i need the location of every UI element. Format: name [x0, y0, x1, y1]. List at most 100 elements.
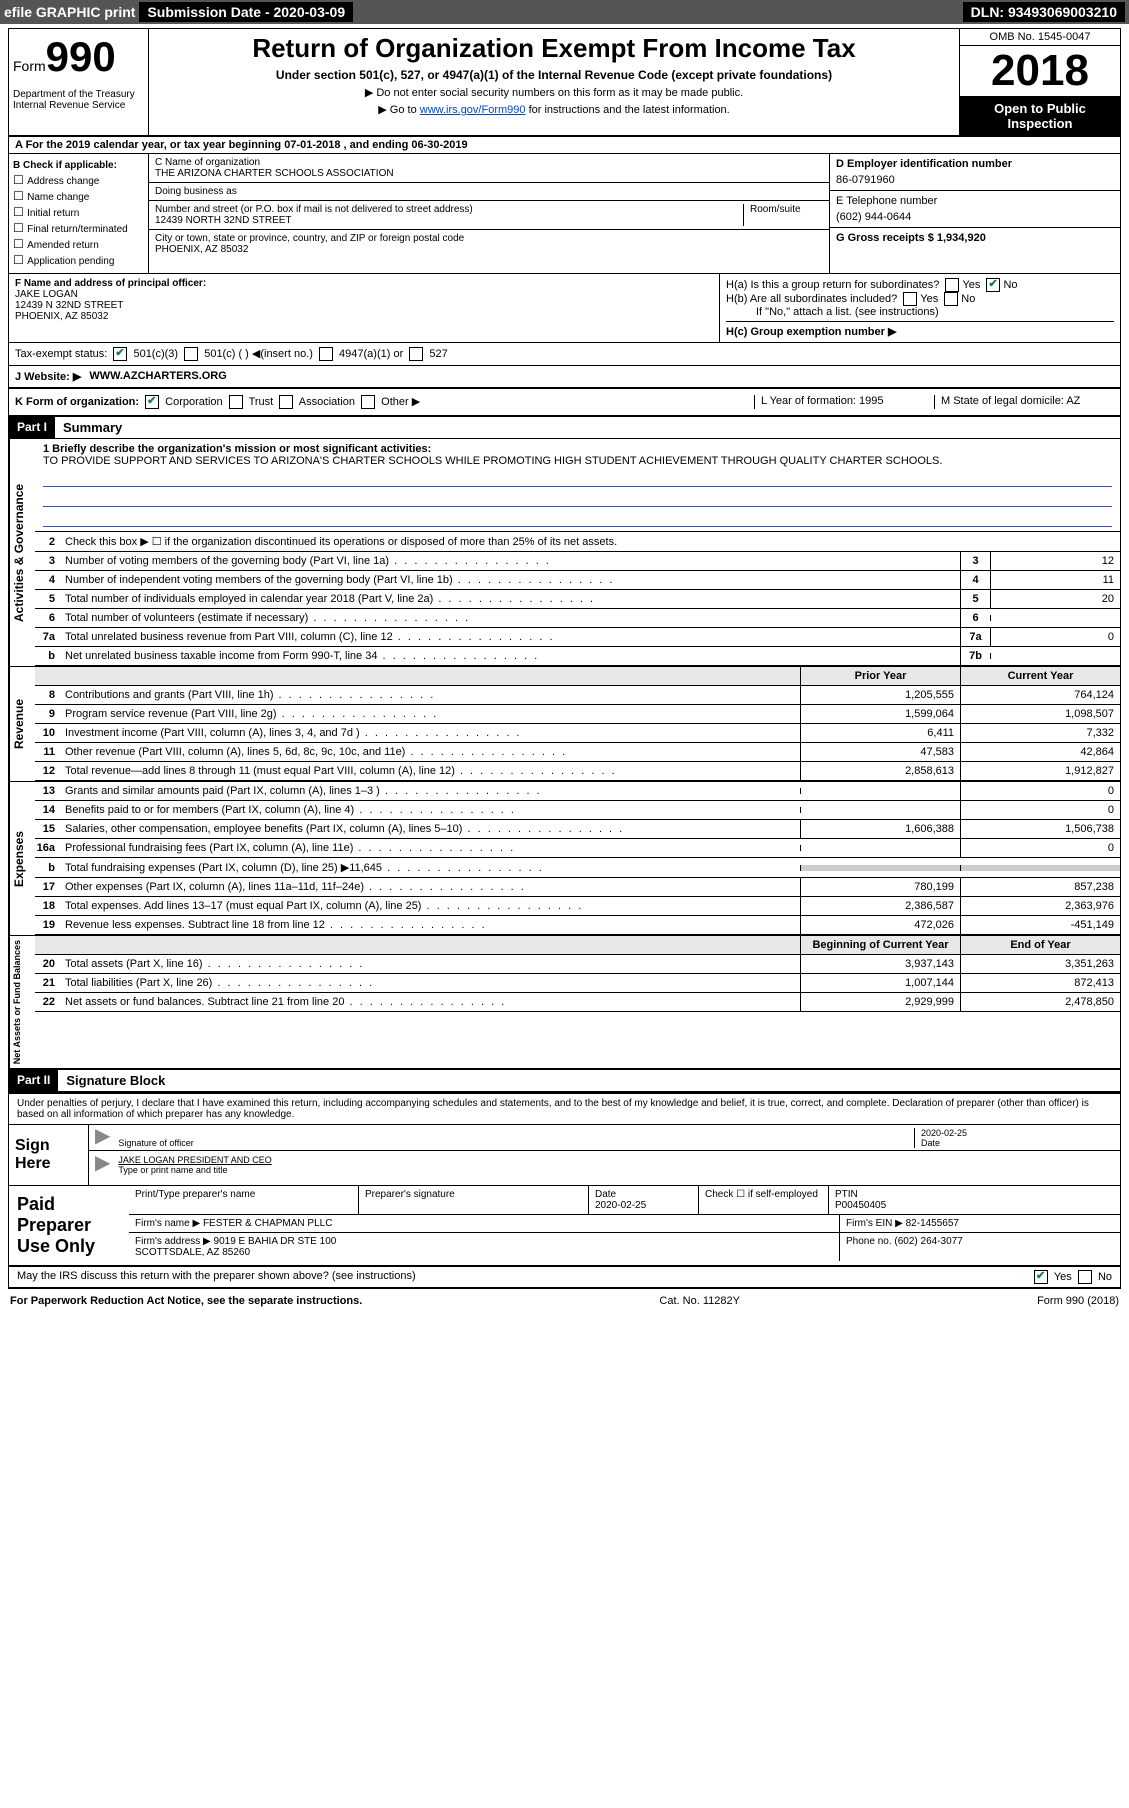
discuss-q: May the IRS discuss this return with the…	[17, 1270, 1031, 1284]
chk-amended: Amended return	[13, 237, 144, 251]
col-curr: Current Year	[960, 667, 1120, 685]
dept-treasury: Department of the Treasury Internal Reve…	[13, 89, 144, 111]
form-footer: Form 990 (2018)	[1037, 1295, 1119, 1307]
paperwork-notice: For Paperwork Reduction Act Notice, see …	[10, 1295, 362, 1307]
prep-date: 2020-02-25	[595, 1200, 646, 1211]
chk-pending: Application pending	[13, 253, 144, 267]
prep-sig-label: Preparer's signature	[359, 1186, 589, 1214]
rev-row: 11Other revenue (Part VIII, column (A), …	[35, 743, 1120, 762]
street-label: Number and street (or P.O. box if mail i…	[155, 204, 743, 215]
irs-link[interactable]: www.irs.gov/Form990	[420, 104, 526, 116]
sig-date-label: Date	[921, 1138, 940, 1148]
submission-date: Submission Date - 2020-03-09	[139, 2, 353, 22]
col-begin: Beginning of Current Year	[800, 936, 960, 954]
exp-row: 19Revenue less expenses. Subtract line 1…	[35, 916, 1120, 935]
part1-title: Summary	[55, 417, 130, 438]
form-of-org: K Form of organization: Corporation Trus…	[15, 395, 754, 409]
firm-ein: 82-1455657	[906, 1218, 959, 1229]
officer-addr2: PHOENIX, AZ 85032	[15, 311, 713, 322]
firm-name: FESTER & CHAPMAN PLLC	[203, 1218, 332, 1229]
exp-row: 16aProfessional fundraising fees (Part I…	[35, 839, 1120, 858]
year-formation: L Year of formation: 1995	[754, 395, 934, 409]
gov-row: 3Number of voting members of the governi…	[35, 552, 1120, 571]
col-end: End of Year	[960, 936, 1120, 954]
ein: 86-0791960	[836, 174, 1114, 186]
ein-label: D Employer identification number	[836, 158, 1114, 170]
part2-title: Signature Block	[58, 1070, 173, 1091]
sig-name: JAKE LOGAN PRESIDENT AND CEO	[118, 1155, 1114, 1165]
gov-row: 5Total number of individuals employed in…	[35, 590, 1120, 609]
col-prior: Prior Year	[800, 667, 960, 685]
gov-row: bNet unrelated business taxable income f…	[35, 647, 1120, 666]
exp-row: 17Other expenses (Part IX, column (A), l…	[35, 878, 1120, 897]
net-row: 21Total liabilities (Part X, line 26)1,0…	[35, 974, 1120, 993]
ptin: P00450405	[835, 1200, 886, 1211]
h-a: H(a) Is this a group return for subordin…	[726, 278, 1114, 292]
chk-initial: Initial return	[13, 205, 144, 219]
officer-name: JAKE LOGAN	[15, 289, 713, 300]
note-link: Go to www.irs.gov/Form990 for instructio…	[157, 103, 951, 116]
rev-row: 8Contributions and grants (Part VIII, li…	[35, 686, 1120, 705]
declaration: Under penalties of perjury, I declare th…	[9, 1092, 1120, 1124]
sign-here: Sign Here	[9, 1125, 89, 1185]
note-ssn: Do not enter social security numbers on …	[157, 86, 951, 99]
sig-officer-label: Signature of officer	[118, 1138, 914, 1148]
city-label: City or town, state or province, country…	[155, 233, 823, 244]
chk-address: Address change	[13, 173, 144, 187]
prep-self-emp: Check ☐ if self-employed	[699, 1186, 829, 1214]
open-inspection: Open to Public Inspection	[960, 97, 1120, 135]
website-label: J Website: ▶	[15, 370, 81, 383]
city: PHOENIX, AZ 85032	[155, 244, 823, 255]
form-body: Form990 Department of the Treasury Inter…	[8, 28, 1121, 1289]
rev-row: 12Total revenue—add lines 8 through 11 (…	[35, 762, 1120, 781]
gov-row: 4Number of independent voting members of…	[35, 571, 1120, 590]
chk-name: Name change	[13, 189, 144, 203]
tab-revenue: Revenue	[9, 667, 35, 781]
gov-row: 6Total number of volunteers (estimate if…	[35, 609, 1120, 628]
q2: Check this box ▶ ☐ if the organization d…	[61, 532, 1120, 551]
org-name-label: C Name of organization	[155, 157, 823, 168]
officer-addr1: 12439 N 32ND STREET	[15, 300, 713, 311]
q1-label: 1 Briefly describe the organization's mi…	[43, 443, 1112, 455]
tax-year: 2018	[960, 46, 1120, 97]
paid-preparer: Paid Preparer Use Only	[9, 1186, 129, 1265]
q1-val: TO PROVIDE SUPPORT AND SERVICES TO ARIZO…	[43, 455, 1112, 467]
subtitle: Under section 501(c), 527, or 4947(a)(1)…	[157, 68, 951, 82]
h-b: H(b) Are all subordinates included? Yes …	[726, 292, 1114, 306]
rev-row: 9Program service revenue (Part VIII, lin…	[35, 705, 1120, 724]
part1-hdr: Part I	[9, 417, 55, 438]
street: 12439 NORTH 32ND STREET	[155, 215, 743, 226]
gross-receipts: G Gross receipts $ 1,934,920	[836, 232, 1114, 244]
exp-row: 15Salaries, other compensation, employee…	[35, 820, 1120, 839]
tax-status: Tax-exempt status: 501(c)(3) 501(c) ( ) …	[15, 347, 1114, 361]
room-label: Room/suite	[750, 204, 823, 215]
firm-phone: (602) 264-3077	[894, 1236, 962, 1247]
prep-name-label: Print/Type preparer's name	[129, 1186, 359, 1214]
rev-row: 10Investment income (Part VIII, column (…	[35, 724, 1120, 743]
website: WWW.AZCHARTERS.ORG	[89, 370, 226, 383]
officer-label: F Name and address of principal officer:	[15, 278, 713, 289]
h-b-note: If "No," attach a list. (see instruction…	[726, 306, 1114, 318]
exp-row: bTotal fundraising expenses (Part IX, co…	[35, 858, 1120, 878]
cat-no: Cat. No. 11282Y	[659, 1295, 740, 1307]
net-row: 22Net assets or fund balances. Subtract …	[35, 993, 1120, 1012]
dln: DLN: 93493069003210	[963, 2, 1125, 22]
check-if-applicable: B Check if applicable: Address change Na…	[9, 154, 149, 273]
phone: (602) 944-0644	[836, 211, 1114, 223]
h-c: H(c) Group exemption number ▶	[726, 321, 1114, 338]
org-name: THE ARIZONA CHARTER SCHOOLS ASSOCIATION	[155, 168, 823, 179]
omb-number: OMB No. 1545-0047	[960, 29, 1120, 46]
tab-expenses: Expenses	[9, 782, 35, 935]
dba-label: Doing business as	[155, 186, 823, 197]
form-title: Return of Organization Exempt From Incom…	[157, 33, 951, 64]
graphic-topbar: efile GRAPHIC print Submission Date - 20…	[0, 0, 1129, 24]
net-row: 20Total assets (Part X, line 16)3,937,14…	[35, 955, 1120, 974]
phone-label: E Telephone number	[836, 195, 1114, 207]
chk-final: Final return/terminated	[13, 221, 144, 235]
part2-hdr: Part II	[9, 1070, 58, 1091]
exp-row: 18Total expenses. Add lines 13–17 (must …	[35, 897, 1120, 916]
exp-row: 14Benefits paid to or for members (Part …	[35, 801, 1120, 820]
period-line: A For the 2019 calendar year, or tax yea…	[9, 137, 1120, 154]
state-domicile: M State of legal domicile: AZ	[934, 395, 1114, 409]
sig-name-label: Type or print name and title	[118, 1165, 227, 1175]
